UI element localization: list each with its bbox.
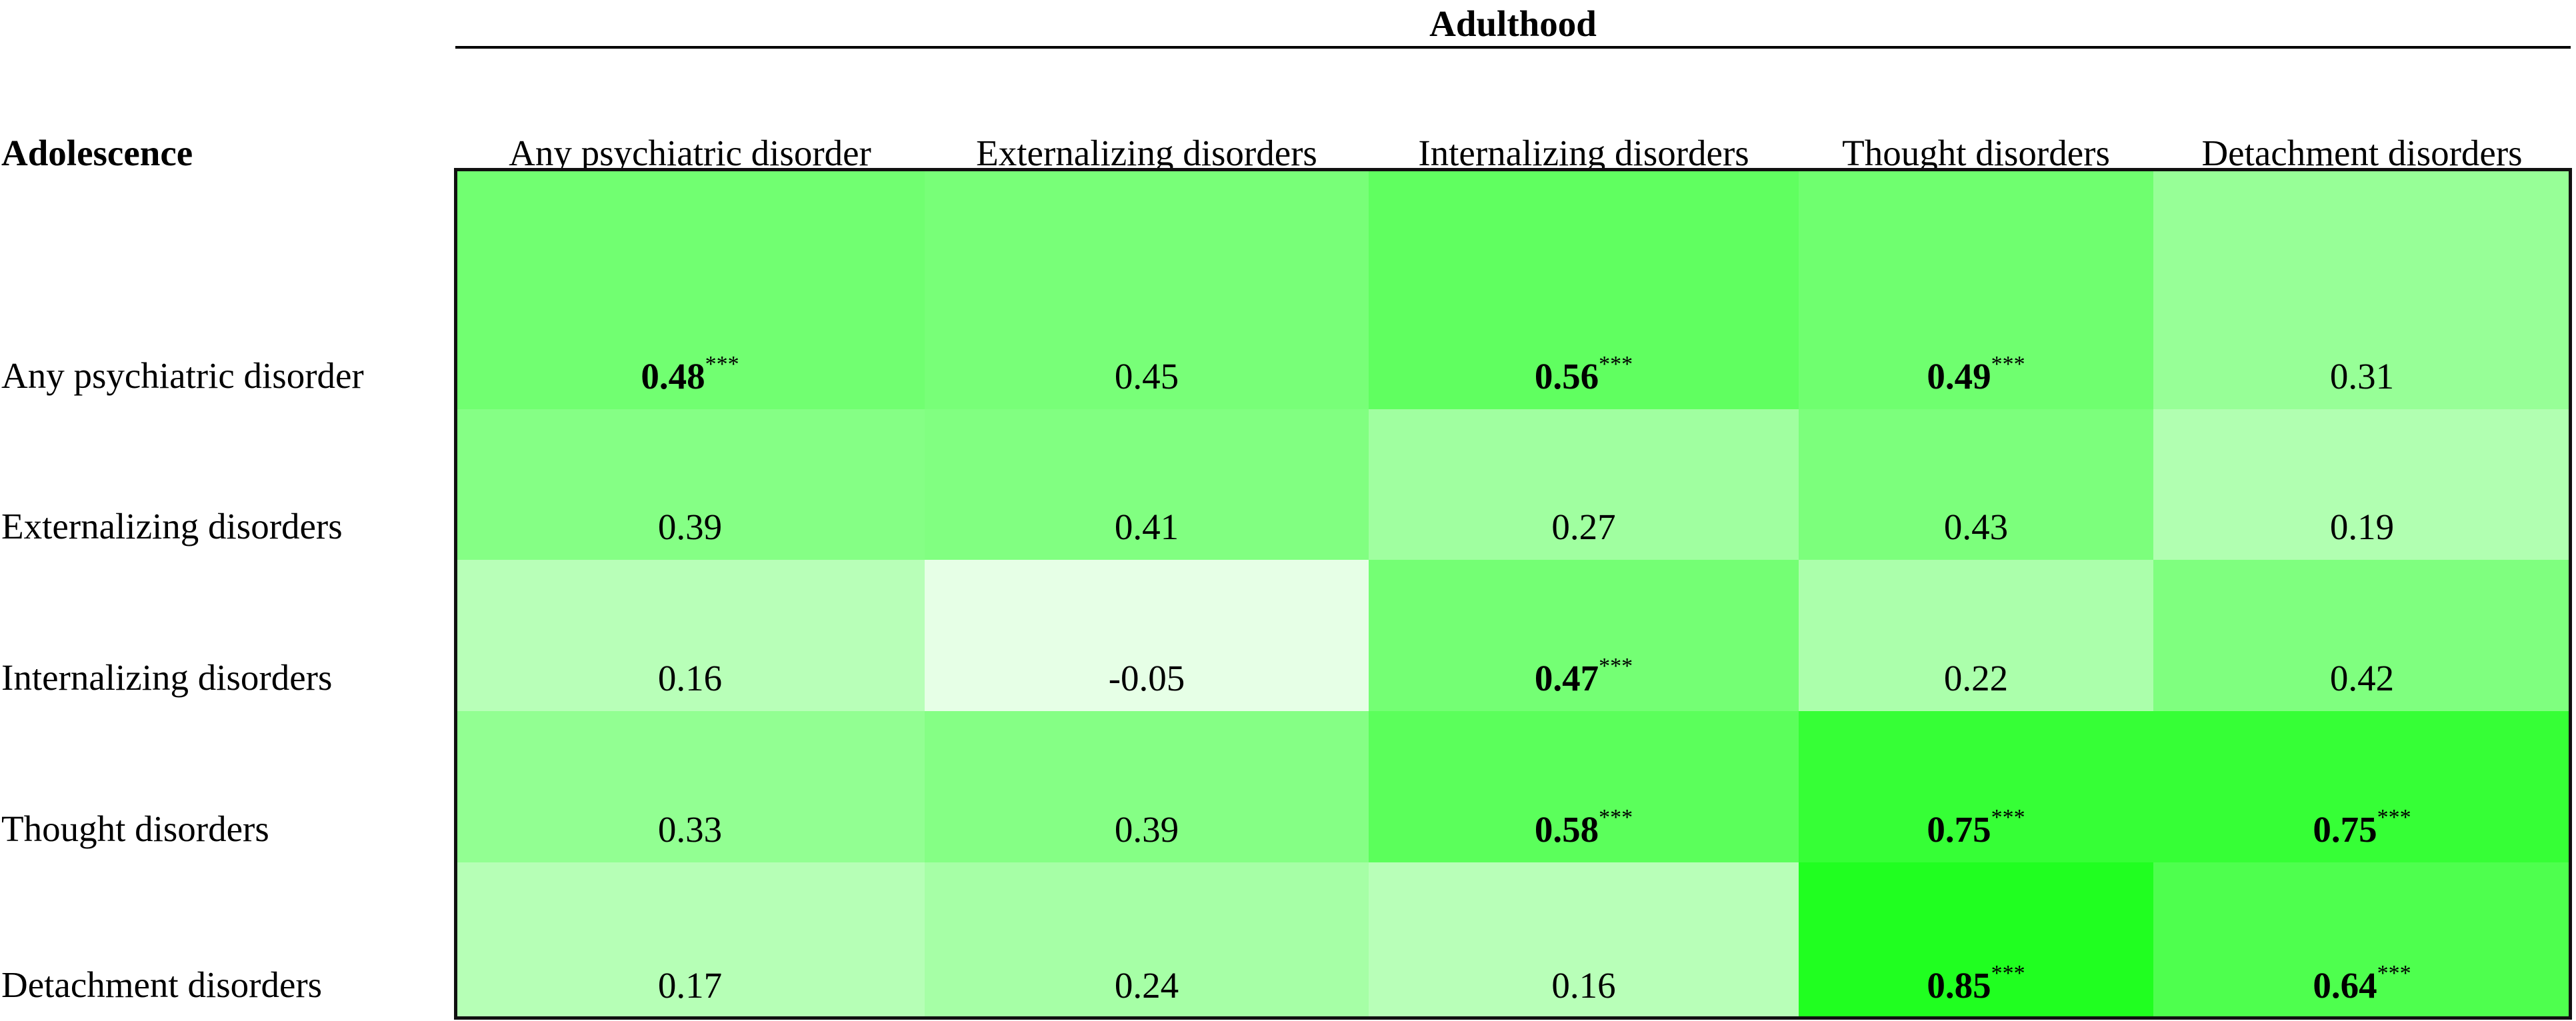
row-label: Thought disorders (1, 808, 269, 849)
heatmap-cell: 0.39 (455, 409, 925, 560)
significance: *** (1599, 805, 1633, 830)
cell-value: 0.45 (1114, 356, 1179, 397)
cell-text: 0.16 (1369, 964, 1799, 1006)
cell-value: 0.27 (1551, 507, 1616, 547)
cell-text: 0.64*** (2153, 961, 2571, 1006)
column-header: Internalizing disorders (1418, 133, 1749, 173)
cell-value: 0.17 (657, 965, 723, 1006)
cell-text: 0.42 (2153, 657, 2571, 699)
heatmap-cell: 0.24 (925, 862, 1369, 1018)
significance: *** (2377, 961, 2411, 986)
cell-text: 0.75*** (2153, 805, 2571, 850)
heatmap-cell: 0.22 (1799, 560, 2153, 711)
cell-text: 0.31 (2153, 355, 2571, 397)
cell-value: 0.31 (2329, 356, 2395, 397)
heatmap-cell: 0.31 (2153, 169, 2571, 409)
cell-value: 0.16 (1551, 965, 1616, 1006)
heatmap-cell: 0.58*** (1369, 711, 1799, 862)
significance: *** (1991, 961, 2025, 986)
cell-value: 0.49 (1927, 356, 1991, 397)
cell-value: 0.39 (657, 507, 723, 547)
cell-value: 0.75 (1927, 809, 1991, 850)
cell-text: 0.27 (1369, 506, 1799, 548)
significance: *** (705, 352, 739, 377)
significance: *** (1991, 805, 2025, 830)
heatmap-cell: 0.17 (455, 862, 925, 1018)
cell-text: 0.39 (925, 808, 1369, 850)
significance: *** (1599, 654, 1633, 678)
cell-value: 0.48 (641, 356, 705, 397)
cell-text: 0.49*** (1799, 352, 2153, 397)
cell-text: 0.75*** (1799, 805, 2153, 850)
cell-value: 0.19 (2329, 507, 2395, 547)
heatmap-cell: 0.27 (1369, 409, 1799, 560)
cell-value: 0.64 (2313, 965, 2377, 1006)
column-header: Externalizing disorders (976, 133, 1317, 173)
heatmap-cell: 0.49*** (1799, 169, 2153, 409)
cell-text: 0.48*** (455, 352, 925, 397)
heatmap-cell: 0.41 (925, 409, 1369, 560)
cell-text: 0.45 (925, 355, 1369, 397)
heatmap-cell: 0.19 (2153, 409, 2571, 560)
heatmap-cell: 0.75*** (1799, 711, 2153, 862)
cell-text: 0.56*** (1369, 352, 1799, 397)
heatmap-cell: 0.33 (455, 711, 925, 862)
title-rule (455, 46, 2571, 49)
heatmap-cell: 0.43 (1799, 409, 2153, 560)
row-label: Externalizing disorders (1, 506, 343, 546)
cell-value: 0.47 (1534, 658, 1599, 698)
heatmap-cell: -0.05 (925, 560, 1369, 711)
cell-text: 0.17 (455, 964, 925, 1006)
cell-value: 0.24 (1114, 965, 1179, 1006)
column-header: Any psychiatric disorder (509, 133, 871, 173)
cell-text: 0.58*** (1369, 805, 1799, 850)
row-label: Internalizing disorders (1, 657, 333, 698)
cell-value: 0.41 (1114, 507, 1179, 547)
column-header: Thought disorders (1842, 133, 2110, 173)
heatmap-cell: 0.85*** (1799, 862, 2153, 1018)
cell-value: -0.05 (1108, 658, 1185, 698)
cell-value: 0.58 (1534, 809, 1599, 850)
cell-value: 0.43 (1943, 507, 2009, 547)
cell-text: 0.24 (925, 964, 1369, 1006)
significance: *** (1991, 352, 2025, 377)
heatmap-cell: 0.45 (925, 169, 1369, 409)
significance: *** (1599, 352, 1633, 377)
significance: *** (2377, 805, 2411, 830)
cell-value: 0.22 (1943, 658, 2009, 698)
heatmap-cell: 0.56*** (1369, 169, 1799, 409)
cell-text: 0.47*** (1369, 654, 1799, 699)
cell-text: 0.43 (1799, 506, 2153, 548)
cell-value: 0.39 (1114, 809, 1179, 850)
cell-value: 0.16 (657, 658, 723, 698)
title: Adulthood (1429, 3, 1597, 44)
table-border (454, 168, 2572, 1020)
heatmap-cell: 0.16 (455, 560, 925, 711)
cell-text: 0.41 (925, 506, 1369, 548)
cell-text: 0.85*** (1799, 961, 2153, 1006)
row-header: Adolescence (1, 133, 193, 173)
heatmap-cell: 0.47*** (1369, 560, 1799, 711)
cell-text: 0.22 (1799, 657, 2153, 699)
cell-value: 0.85 (1927, 965, 1991, 1006)
heatmap-cell: 0.42 (2153, 560, 2571, 711)
cell-text: 0.33 (455, 808, 925, 850)
cell-text: 0.19 (2153, 506, 2571, 548)
heatmap-cell: 0.39 (925, 711, 1369, 862)
cell-value: 0.42 (2329, 658, 2395, 698)
row-label: Any psychiatric disorder (1, 355, 364, 396)
cell-text: 0.39 (455, 506, 925, 548)
cell-text: 0.16 (455, 657, 925, 699)
heatmap-cell: 0.48*** (455, 169, 925, 409)
cell-text: -0.05 (925, 657, 1369, 699)
cell-value: 0.56 (1534, 356, 1599, 397)
heatmap-cell: 0.75*** (2153, 711, 2571, 862)
row-label: Detachment disorders (1, 964, 323, 1005)
cell-value: 0.33 (657, 809, 723, 850)
column-header: Detachment disorders (2201, 133, 2523, 173)
heatmap-cell: 0.16 (1369, 862, 1799, 1018)
heatmap-cell: 0.64*** (2153, 862, 2571, 1018)
cell-value: 0.75 (2313, 809, 2377, 850)
